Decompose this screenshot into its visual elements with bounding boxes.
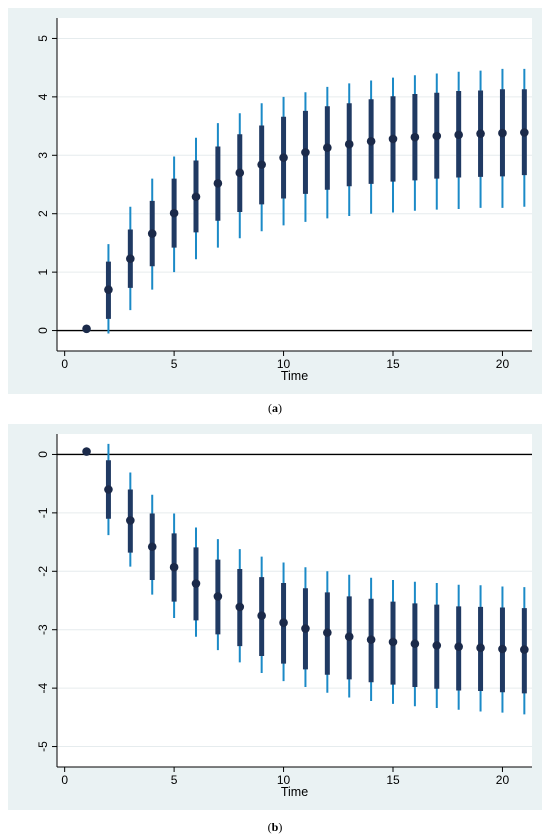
point-15 <box>388 637 398 647</box>
point-10 <box>279 153 288 162</box>
point-20 <box>498 644 507 654</box>
point-13 <box>344 632 354 642</box>
point-9 <box>257 611 266 620</box>
point-9 <box>257 160 266 169</box>
chart-panel-b: 0 -1 -2 -3 -4 -5 0 5 10 15 20 Time <box>8 424 542 810</box>
point-12 <box>323 143 332 152</box>
y-tick-label-3: -3 <box>36 624 50 635</box>
point-8 <box>235 602 245 612</box>
point-6 <box>191 579 201 588</box>
point-8 <box>235 168 245 178</box>
point-14 <box>366 136 376 146</box>
point-1 <box>82 447 91 456</box>
x-tick-label-3: 15 <box>386 773 400 787</box>
point-20 <box>498 128 507 138</box>
caption-b: (b) <box>267 820 283 834</box>
point-15 <box>388 134 398 144</box>
y-tick-label-0: 0 <box>36 451 50 458</box>
point-4 <box>147 229 157 238</box>
x-tick-label-1: 5 <box>171 773 178 787</box>
y-tick-label-5: 5 <box>36 35 50 42</box>
x-tick-label-0: 0 <box>61 357 68 371</box>
plot-area <box>57 18 532 351</box>
point-7 <box>213 592 223 601</box>
point-10 <box>279 618 288 627</box>
x-tick-label-4: 20 <box>496 357 510 371</box>
x-axis-title: Time <box>281 369 308 383</box>
x-axis-title: Time <box>281 785 308 799</box>
point-16 <box>410 132 420 142</box>
point-6 <box>191 192 201 202</box>
point-4 <box>147 542 157 552</box>
point-19 <box>476 643 485 653</box>
point-1 <box>82 324 91 334</box>
y-tick-label-4: 4 <box>36 93 50 100</box>
point-2 <box>104 485 113 494</box>
chart-panel-a: 0 1 2 3 4 5 0 5 10 15 20 Time <box>8 8 542 394</box>
point-14 <box>366 635 376 644</box>
x-tick-label-1: 5 <box>171 357 178 371</box>
plot-area <box>57 434 532 767</box>
point-19 <box>476 129 485 138</box>
point-3 <box>126 516 135 525</box>
y-tick-label-1: 1 <box>36 268 50 275</box>
point-18 <box>454 130 463 140</box>
point-5 <box>169 208 179 218</box>
point-21 <box>520 645 529 654</box>
caption-a-letter: a <box>272 401 278 415</box>
x-tick-label-0: 0 <box>61 773 68 787</box>
chart-a: 0 1 2 3 4 5 0 5 10 15 20 Time <box>36 18 532 383</box>
point-16 <box>410 639 420 649</box>
point-2 <box>104 285 113 294</box>
y-tick-label-2: -2 <box>36 566 50 577</box>
y-tick-label-0: 0 <box>36 327 50 334</box>
point-5 <box>169 562 179 572</box>
y-tick-label-3: 3 <box>36 152 50 159</box>
caption-b-letter: b <box>271 820 279 834</box>
point-3 <box>126 254 135 263</box>
x-tick-label-3: 15 <box>386 357 400 371</box>
y-tick-label-1: -1 <box>36 507 50 518</box>
point-18 <box>454 642 463 651</box>
y-tick-label-2: 2 <box>36 210 50 217</box>
point-11 <box>301 148 310 157</box>
caption-a: (a) <box>268 401 282 415</box>
point-17 <box>432 131 442 141</box>
point-17 <box>432 641 442 650</box>
point-13 <box>344 139 354 149</box>
x-tick-label-2: 10 <box>277 357 291 371</box>
x-tick-label-4: 20 <box>496 773 510 787</box>
y-tick-label-4: -4 <box>36 682 50 693</box>
y-tick-label-5: -5 <box>36 741 50 752</box>
point-12 <box>323 628 332 637</box>
x-tick-label-2: 10 <box>277 773 291 787</box>
point-21 <box>520 128 529 137</box>
point-7 <box>213 179 223 188</box>
point-11 <box>301 624 310 633</box>
chart-b: 0 -1 -2 -3 -4 -5 0 5 10 15 20 Time <box>36 434 532 799</box>
